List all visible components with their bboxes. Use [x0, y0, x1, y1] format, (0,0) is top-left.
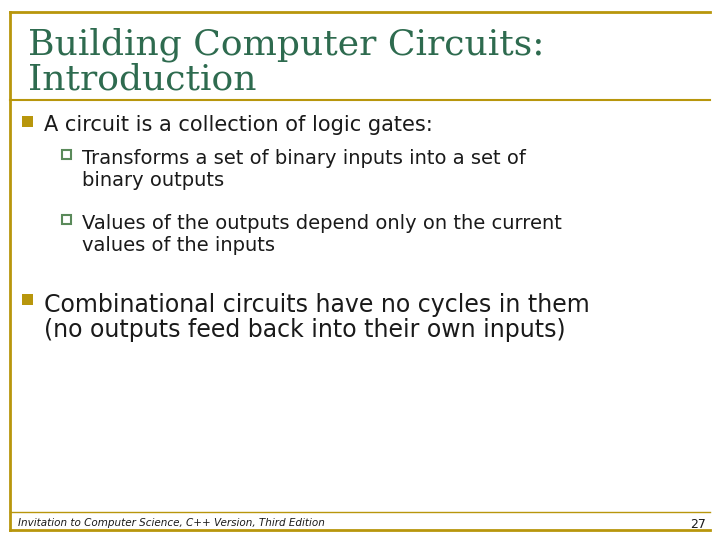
Bar: [22, 294, 33, 305]
Bar: [62, 150, 71, 159]
Text: Values of the outputs depend only on the current: Values of the outputs depend only on the…: [82, 214, 562, 233]
Bar: [22, 116, 33, 127]
Text: Building Computer Circuits:: Building Computer Circuits:: [28, 28, 544, 63]
Text: binary outputs: binary outputs: [82, 171, 224, 190]
Text: Combinational circuits have no cycles in them: Combinational circuits have no cycles in…: [44, 293, 590, 317]
Text: values of the inputs: values of the inputs: [82, 236, 275, 255]
Text: 27: 27: [690, 518, 706, 531]
Text: Transforms a set of binary inputs into a set of: Transforms a set of binary inputs into a…: [82, 149, 526, 168]
Text: Invitation to Computer Science, C++ Version, Third Edition: Invitation to Computer Science, C++ Vers…: [18, 518, 325, 528]
Text: A circuit is a collection of logic gates:: A circuit is a collection of logic gates…: [44, 115, 433, 135]
Text: Introduction: Introduction: [28, 62, 256, 96]
Text: (no outputs feed back into their own inputs): (no outputs feed back into their own inp…: [44, 318, 566, 342]
Bar: [62, 215, 71, 224]
